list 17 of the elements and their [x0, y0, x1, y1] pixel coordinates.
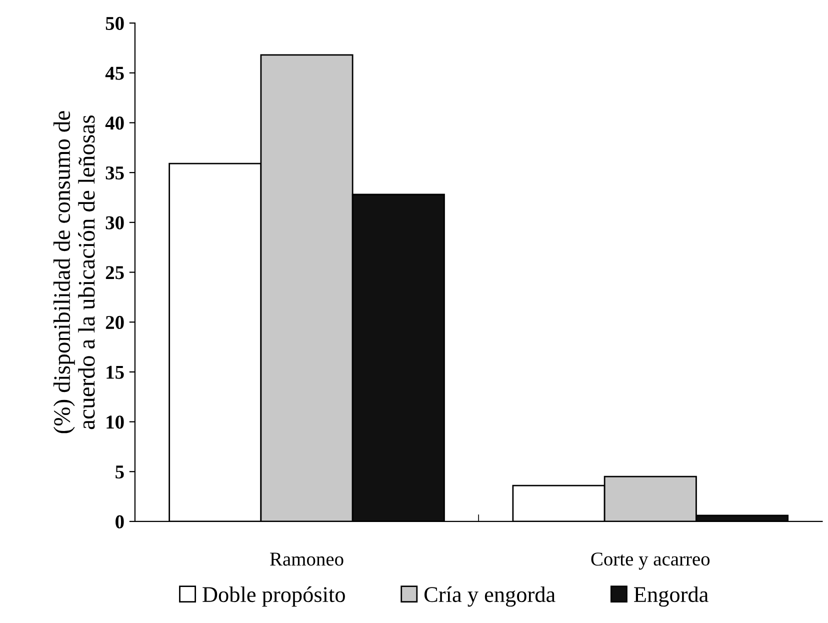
y-tick-label: 15	[106, 366, 124, 379]
legend-label: Engorda	[634, 586, 708, 607]
legend-label: Cría y engorda	[424, 586, 556, 607]
y-tick-label: 45	[105, 66, 124, 80]
y-tick-label: 35	[106, 166, 124, 180]
x-tick-label: Ramoneo	[270, 552, 344, 566]
legend-label: Doble propósito	[202, 586, 345, 607]
y-tick-label: 20	[106, 316, 124, 330]
y-tick-label: 10	[106, 416, 124, 429]
x-tick-label: Corte y acarreo	[591, 552, 710, 570]
y-axis-title: (%) disponibilidad de consumo de acuerdo a la ubicación de leñosas	[53, 111, 95, 434]
y-tick-label: 0	[116, 515, 124, 528]
y-tick-label: 25	[106, 266, 124, 280]
y-tick-label: 40	[105, 116, 124, 130]
y-tick-label: 5	[116, 466, 124, 479]
y-tick-label: 30	[106, 216, 124, 230]
y-tick-label: 50	[106, 16, 124, 30]
